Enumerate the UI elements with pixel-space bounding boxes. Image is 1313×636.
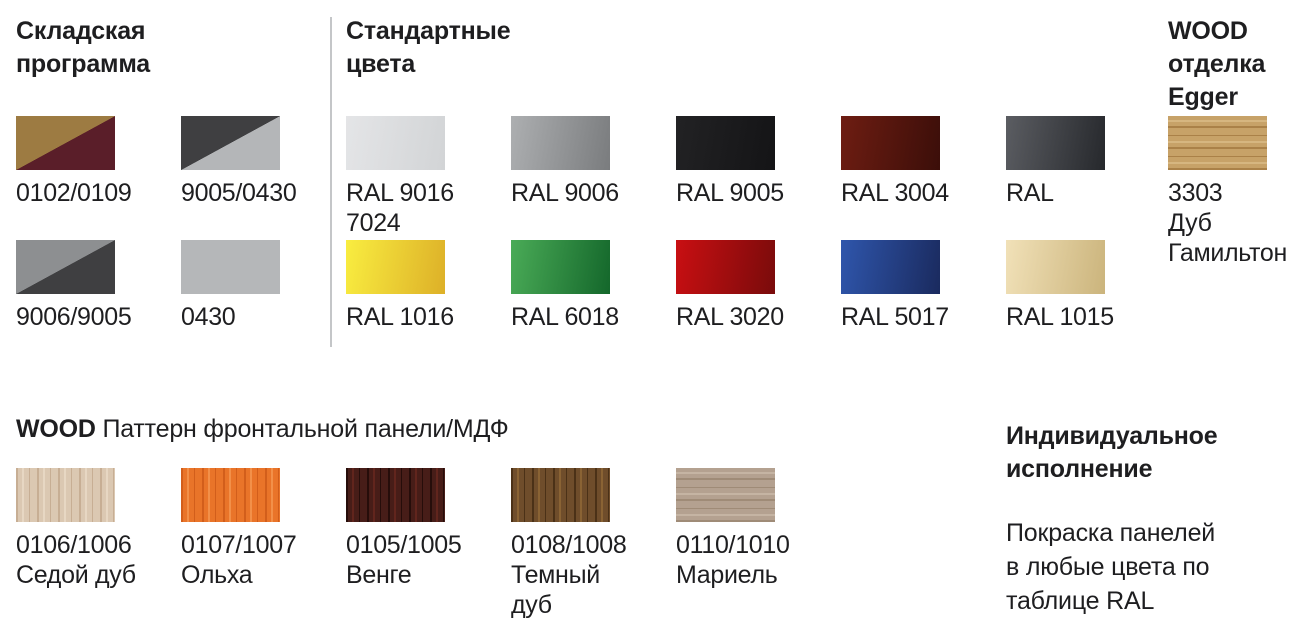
- swatch-cell-0108-1008: 0108/1008 Темный дуб: [511, 468, 676, 620]
- swatch-label-0105-1005: 0105/1005 Венге: [346, 531, 462, 589]
- swatch-label-ral-9016: RAL 9016 7024: [346, 179, 454, 237]
- swatch-label-ral-3004: RAL 3004: [841, 179, 949, 207]
- swatch-cell-ral-5017: RAL 5017: [841, 240, 1006, 332]
- standard-colors-row1: RAL 9016 7024 RAL 9006 RAL 9005 RAL 3004 RAL: [346, 116, 1171, 238]
- wood-egger-title: WOOD отделка Egger: [1168, 17, 1266, 111]
- swatch-label-0108-1008: 0108/1008 Темный дуб: [511, 531, 627, 619]
- section-stock-program: Складская программа 0102/0109 9005/0430 9…: [16, 15, 346, 331]
- color-swatch-ral-5017: [841, 240, 940, 294]
- swatch-cell-ral-9005: RAL 9005: [676, 116, 841, 238]
- color-swatch-9005-0430: [181, 116, 280, 170]
- color-swatch-ral-1016: [346, 240, 445, 294]
- custom-body: Покраска панелей в любые цвета по таблиц…: [1006, 519, 1216, 615]
- standard-colors-title: Стандартные цвета: [346, 17, 511, 78]
- swatch-label-ral-1015: RAL 1015: [1006, 303, 1114, 331]
- color-swatch-ral-9006: [511, 116, 610, 170]
- swatch-label-3303: 3303 Дуб Гамильтон: [1168, 179, 1288, 267]
- swatch-cell-0106-1006: 0106/1006 Седой дуб: [16, 468, 181, 620]
- swatch-label-9005-0430: 9005/0430: [181, 179, 297, 207]
- swatch-cell-9006-9005: 9006/9005: [16, 240, 181, 332]
- swatch-cell-0102-0109: 0102/0109: [16, 116, 181, 208]
- section-divider: [330, 17, 332, 347]
- swatch-cell-0105-1005: 0105/1005 Венге: [346, 468, 511, 620]
- swatch-cell-0430: 0430: [181, 240, 346, 332]
- swatch-label-ral-1016: RAL 1016: [346, 303, 454, 331]
- swatch-cell-0110-1010: 0110/1010 Мариель: [676, 468, 841, 620]
- color-swatch-ral-9005: [676, 116, 775, 170]
- section-wood-pattern: WOOD Паттерн фронтальной панели/МДФ 0106…: [16, 413, 916, 619]
- swatch-label-ral-7024: RAL: [1006, 179, 1054, 207]
- swatch-cell-0107-1007: 0107/1007 Ольха: [181, 468, 346, 620]
- swatch-label-9006-9005: 9006/9005: [16, 303, 132, 331]
- section-standard-colors: Стандартные цвета RAL 9016 7024 RAL 9006 R…: [346, 15, 1166, 331]
- swatch-cell-3303: 3303 Дуб Гамильтон: [1168, 116, 1313, 268]
- color-swatch-0108-1008: [511, 468, 610, 522]
- wood-pattern-title-bold: WOOD: [16, 415, 96, 443]
- swatch-cell-ral-3004: RAL 3004: [841, 116, 1006, 238]
- swatch-label-0102-0109: 0102/0109: [16, 179, 132, 207]
- color-swatch-ral-3020: [676, 240, 775, 294]
- color-swatch-ral-1015: [1006, 240, 1105, 294]
- color-swatch-ral-6018: [511, 240, 610, 294]
- wood-pattern-title: WOOD Паттерн фронтальной панели/МДФ: [16, 413, 916, 446]
- standard-colors-row2: RAL 1016 RAL 6018 RAL 3020 RAL 5017 RAL 1015: [346, 240, 1171, 332]
- color-swatch-0106-1006: [16, 468, 115, 522]
- swatch-label-0107-1007: 0107/1007 Ольха: [181, 531, 297, 589]
- stock-program-row1: 0102/0109 9005/0430: [16, 116, 346, 208]
- color-swatch-0430: [181, 240, 280, 294]
- swatch-cell-ral-1016: RAL 1016: [346, 240, 511, 332]
- stock-program-title: Складская программа: [16, 17, 150, 78]
- swatch-label-ral-9006: RAL 9006: [511, 179, 619, 207]
- swatch-label-0106-1006: 0106/1006 Седой дуб: [16, 531, 136, 589]
- color-swatch-3303: [1168, 116, 1267, 170]
- color-swatch-ral-9016: [346, 116, 445, 170]
- swatch-cell-ral-3020: RAL 3020: [676, 240, 841, 332]
- swatch-cell-ral-6018: RAL 6018: [511, 240, 676, 332]
- color-swatch-ral-3004: [841, 116, 940, 170]
- custom-title: Индивидуальное исполнение: [1006, 422, 1218, 483]
- wood-egger-row: 3303 Дуб Гамильтон: [1168, 116, 1313, 268]
- swatch-label-ral-5017: RAL 5017: [841, 303, 949, 331]
- swatch-cell-ral-7024: RAL: [1006, 116, 1171, 238]
- section-wood-egger: WOOD отделка Egger 3303 Дуб Гамильтон: [1168, 15, 1313, 267]
- wood-pattern-title-rest: Паттерн фронтальной панели/МДФ: [95, 415, 509, 443]
- swatch-label-ral-6018: RAL 6018: [511, 303, 619, 331]
- wood-pattern-row: 0106/1006 Седой дуб 0107/1007 Ольха 0105/1…: [16, 468, 841, 620]
- color-swatch-0102-0109: [16, 116, 115, 170]
- color-swatch-0107-1007: [181, 468, 280, 522]
- color-swatch-9006-9005: [16, 240, 115, 294]
- section-custom: Индивидуальное исполнение Покраска панел…: [1006, 420, 1286, 618]
- swatch-label-0430: 0430: [181, 303, 236, 331]
- swatch-cell-9005-0430: 9005/0430: [181, 116, 346, 208]
- color-swatch-ral-7024: [1006, 116, 1105, 170]
- stock-program-row2: 9006/9005 0430: [16, 240, 346, 332]
- swatch-label-ral-3020: RAL 3020: [676, 303, 784, 331]
- swatch-label-ral-9005: RAL 9005: [676, 179, 784, 207]
- swatch-cell-ral-9016: RAL 9016 7024: [346, 116, 511, 238]
- swatch-cell-ral-1015: RAL 1015: [1006, 240, 1171, 332]
- swatch-label-0110-1010: 0110/1010 Мариель: [676, 531, 790, 589]
- color-swatch-0110-1010: [676, 468, 775, 522]
- swatch-cell-ral-9006: RAL 9006: [511, 116, 676, 238]
- color-swatch-0105-1005: [346, 468, 445, 522]
